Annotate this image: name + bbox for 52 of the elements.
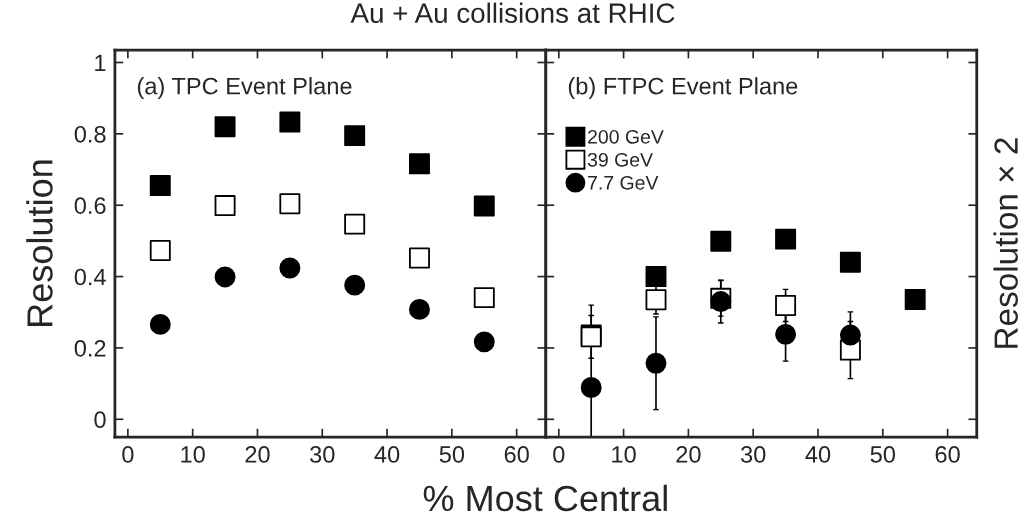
x-tick-label: 40 bbox=[374, 446, 400, 463]
annotation: (b) FTPC Event Plane bbox=[568, 77, 798, 100]
point bbox=[580, 377, 602, 399]
y-tick-label: 0.8 bbox=[74, 125, 106, 143]
point bbox=[473, 195, 495, 217]
x-tick-label: 30 bbox=[740, 446, 766, 463]
point bbox=[279, 111, 301, 133]
point bbox=[645, 266, 667, 288]
point bbox=[408, 153, 430, 175]
y-tick-label: 0.4 bbox=[74, 268, 106, 286]
y-tick-label: 0 bbox=[94, 411, 106, 429]
point bbox=[408, 298, 430, 320]
point bbox=[149, 313, 171, 335]
chart-title: Au + Au collisions at RHIC bbox=[350, 2, 675, 24]
point bbox=[214, 266, 236, 288]
x-tick-label: 10 bbox=[181, 446, 205, 463]
x-axis-title: % Most Central bbox=[423, 484, 667, 512]
point bbox=[775, 323, 797, 345]
point bbox=[645, 289, 667, 311]
legend-label: 39 GeV bbox=[587, 152, 653, 167]
x-tick-label: 0 bbox=[553, 446, 565, 463]
x-tick-label: 20 bbox=[676, 446, 701, 463]
point bbox=[839, 251, 861, 273]
x-tick-label: 60 bbox=[504, 446, 529, 463]
annotation: (a) TPC Event Plane bbox=[137, 77, 352, 100]
x-tick-label: 30 bbox=[310, 446, 335, 463]
point bbox=[775, 294, 797, 316]
point bbox=[775, 228, 797, 250]
y-tick-label: 1 bbox=[95, 54, 106, 72]
x-tick-label: 60 bbox=[935, 446, 960, 463]
y-axis-title: Resolution bbox=[26, 160, 53, 326]
legend-label: 7.7 GeV bbox=[588, 175, 659, 190]
point bbox=[839, 324, 861, 346]
legend-label: 200 GeV bbox=[588, 129, 664, 144]
point bbox=[149, 175, 171, 197]
point bbox=[645, 352, 667, 374]
point bbox=[710, 230, 732, 252]
x-tick-label: 40 bbox=[805, 446, 831, 463]
y-axis-title: Resolution × 2 bbox=[993, 138, 1018, 348]
x-tick-label: 20 bbox=[245, 446, 270, 463]
point bbox=[473, 331, 495, 353]
x-tick-label: 50 bbox=[439, 446, 465, 463]
y-tick-label: 0.2 bbox=[74, 339, 106, 357]
x-tick-label: 0 bbox=[122, 446, 134, 463]
point bbox=[904, 288, 926, 310]
y-tick-label: 0.6 bbox=[74, 197, 106, 214]
point bbox=[214, 116, 236, 138]
x-tick-label: 10 bbox=[612, 446, 636, 463]
point bbox=[279, 257, 301, 279]
point bbox=[344, 125, 366, 147]
point bbox=[344, 274, 366, 296]
x-tick-label: 50 bbox=[870, 446, 895, 463]
